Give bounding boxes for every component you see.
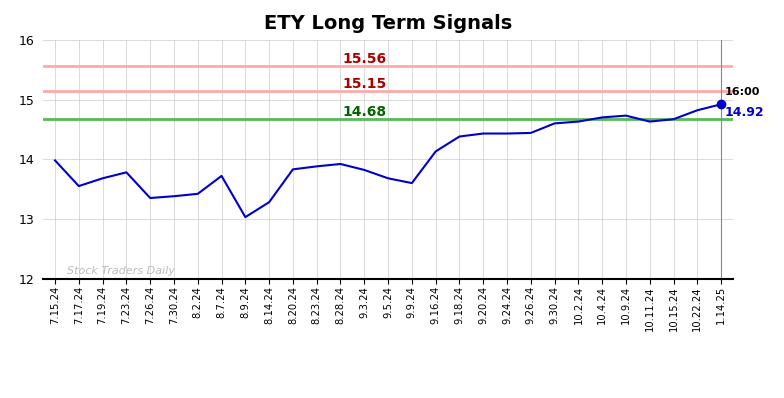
Text: 16:00: 16:00 [724,86,760,96]
Text: 14.68: 14.68 [343,105,387,119]
Text: Stock Traders Daily: Stock Traders Daily [67,265,175,275]
Text: 14.92: 14.92 [724,106,764,119]
Text: 15.56: 15.56 [343,52,387,66]
Title: ETY Long Term Signals: ETY Long Term Signals [264,14,512,33]
Text: 15.15: 15.15 [342,76,387,91]
